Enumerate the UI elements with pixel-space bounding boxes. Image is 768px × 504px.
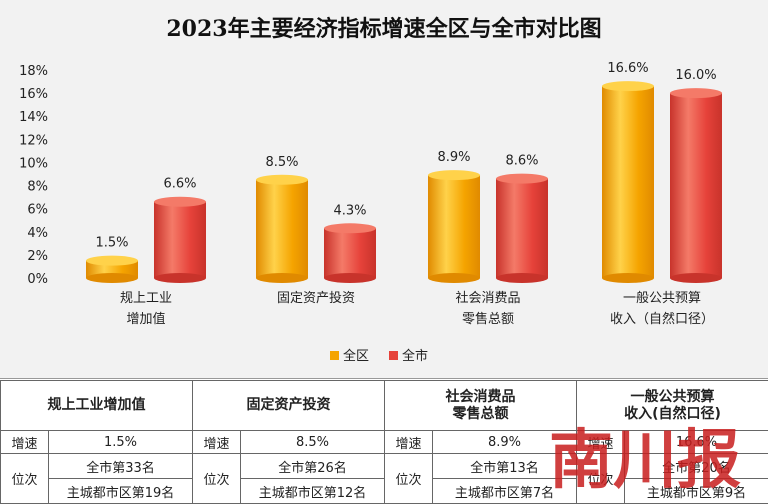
bar-cap <box>256 175 308 185</box>
data-label: 16.0% <box>675 68 716 83</box>
rank-label: 位次 <box>577 454 625 504</box>
bar-cap <box>602 81 654 91</box>
y-tick-label: 4% <box>27 226 48 241</box>
rank-city-investment: 全市第26名 <box>241 454 385 479</box>
data-label: 6.6% <box>163 177 196 192</box>
legend-swatch <box>330 351 339 360</box>
bar-body <box>256 180 308 278</box>
y-tick-label: 8% <box>27 180 48 195</box>
bar-body <box>154 202 206 278</box>
chart-title: 2023年主要经济指标增速全区与全市对比图 <box>166 16 601 42</box>
table-header-retail-text: 社会消费品零售总额 <box>446 389 516 422</box>
table-row-rank-district: 主城都市区第19名 主城都市区第12名 主城都市区第7名 主城都市区第9名 <box>1 479 768 504</box>
rank-district-retail: 主城都市区第7名 <box>433 479 577 504</box>
chart-panel: 2023年主要经济指标增速全区与全市对比图 0% 2% 4% 6% 8% 10% 12% 14… <box>0 0 768 379</box>
y-tick-label: 6% <box>27 203 48 218</box>
bar-chart: 2023年主要经济指标增速全区与全市对比图 0% 2% 4% 6% 8% 10% 12% 14… <box>0 0 768 378</box>
category-label: 规上工业 <box>120 291 172 306</box>
bar-base <box>256 273 308 283</box>
bar-base <box>496 273 548 283</box>
bar-base <box>602 273 654 283</box>
data-label: 8.6% <box>505 154 538 169</box>
rank-city-budget: 全市第20名 <box>625 454 768 479</box>
bar-全市-2 <box>496 174 548 283</box>
y-tick-label: 18% <box>19 64 48 79</box>
category-label: 零售总额 <box>462 311 514 327</box>
bar-cap <box>86 256 138 266</box>
rank-district-budget: 主城都市区第9名 <box>625 479 768 504</box>
y-tick-label: 14% <box>19 110 48 125</box>
bar-base <box>324 273 376 283</box>
table-row-rank-city: 位次 全市第33名 位次 全市第26名 位次 全市第13名 位次 全市第20名 <box>1 454 768 479</box>
legend: 全区 全市 <box>330 348 428 364</box>
bar-全区-0 <box>86 256 138 283</box>
bar-cap <box>428 170 480 180</box>
y-tick-label: 2% <box>27 249 48 264</box>
bar-body <box>496 179 548 278</box>
stats-table: 规上工业增加值 固定资产投资 社会消费品零售总额 一般公共预算收入(自然口径) … <box>0 380 768 504</box>
bar-body <box>324 228 376 278</box>
rank-city-industrial: 全市第33名 <box>49 454 193 479</box>
category-label: 一般公共预算 <box>623 290 701 306</box>
data-label: 1.5% <box>95 236 128 251</box>
rank-label: 位次 <box>1 454 49 504</box>
data-label: 8.5% <box>265 155 298 170</box>
bar-全区-3 <box>602 81 654 283</box>
legend-swatch <box>389 351 398 360</box>
bar-cap <box>670 88 722 98</box>
speed-retail: 8.9% <box>433 431 577 454</box>
speed-label: 增速 <box>385 431 433 454</box>
table-header-investment: 固定资产投资 <box>193 381 385 431</box>
bar-body <box>670 93 722 278</box>
bar-全市-3 <box>670 88 722 283</box>
bar-cap <box>154 197 206 207</box>
bar-base <box>86 273 138 283</box>
category-label: 增加值 <box>126 311 165 327</box>
rank-district-investment: 主城都市区第12名 <box>241 479 385 504</box>
bar-base <box>154 273 206 283</box>
category-label: 收入（自然口径） <box>610 311 714 327</box>
table-row-speed: 增速 1.5% 增速 8.5% 增速 8.9% 增速 16.6% <box>1 431 768 454</box>
bar-全区-2 <box>428 170 480 283</box>
speed-investment: 8.5% <box>241 431 385 454</box>
category-label: 固定资产投资 <box>277 290 355 306</box>
rank-label: 位次 <box>385 454 433 504</box>
bar-全区-1 <box>256 175 308 283</box>
rank-label: 位次 <box>193 454 241 504</box>
bar-base <box>428 273 480 283</box>
bar-base <box>670 273 722 283</box>
legend-label: 全区 <box>343 348 369 364</box>
legend-label: 全市 <box>402 348 428 364</box>
data-label: 8.9% <box>437 150 470 165</box>
y-tick-label: 16% <box>19 87 48 102</box>
table-header-retail: 社会消费品零售总额 <box>385 381 577 431</box>
category-label: 社会消费品 <box>455 290 520 306</box>
bar-全市-1 <box>324 223 376 283</box>
table-header-budget-text: 一般公共预算收入(自然口径) <box>624 389 721 422</box>
bar-body <box>428 175 480 278</box>
data-label: 16.6% <box>607 61 648 76</box>
y-tick-label: 10% <box>19 156 48 171</box>
speed-label: 增速 <box>1 431 49 454</box>
speed-budget: 16.6% <box>625 431 768 454</box>
y-tick-label: 12% <box>19 133 48 148</box>
bar-body <box>602 86 654 278</box>
speed-label: 增速 <box>577 431 625 454</box>
bar-cap <box>496 174 548 184</box>
y-tick-label: 0% <box>27 272 48 287</box>
speed-industrial: 1.5% <box>49 431 193 454</box>
bar-全市-0 <box>154 197 206 283</box>
bar-cap <box>324 223 376 233</box>
rank-district-industrial: 主城都市区第19名 <box>49 479 193 504</box>
y-axis: 0% 2% 4% 6% 8% 10% 12% 14% 16% 18% <box>19 64 48 287</box>
speed-label: 增速 <box>193 431 241 454</box>
table-header-row: 规上工业增加值 固定资产投资 社会消费品零售总额 一般公共预算收入(自然口径) <box>1 381 768 431</box>
table-header-industrial: 规上工业增加值 <box>1 381 193 431</box>
data-label: 4.3% <box>333 203 366 218</box>
table-header-budget: 一般公共预算收入(自然口径) <box>577 381 768 431</box>
rank-city-retail: 全市第13名 <box>433 454 577 479</box>
